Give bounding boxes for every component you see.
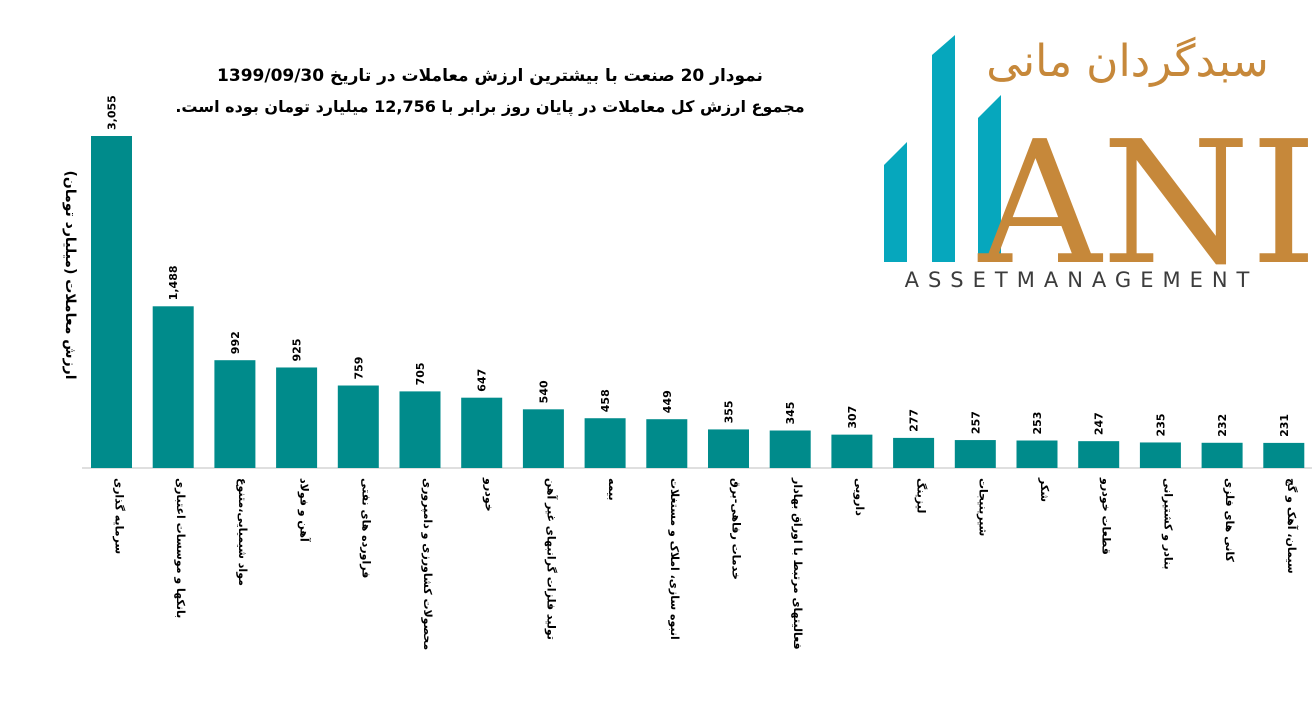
logo-bars: ANI (884, 35, 1314, 300)
category-label: فراورده های نفتی (359, 478, 372, 578)
data-label: 355 (723, 400, 736, 423)
data-label: 1,488 (167, 265, 180, 300)
bar (152, 306, 194, 468)
bar (831, 434, 873, 468)
category-label: سرمایه گذاری (113, 478, 126, 554)
bar (91, 136, 132, 468)
data-label: 992 (229, 331, 242, 354)
data-label: 247 (1093, 412, 1106, 435)
data-label: 231 (1278, 414, 1291, 437)
y-axis-label: ارزش معاملات (میلیارد تومان) (62, 170, 78, 379)
bar (1139, 442, 1181, 468)
bar (708, 429, 749, 468)
data-label: 458 (599, 389, 612, 412)
category-label: دارویی (853, 478, 866, 516)
category-label: کانی های فلزی (1223, 478, 1236, 563)
category-label: بنادر و کشتیرانی (1161, 478, 1174, 570)
category-label: آهن و فولاد (298, 478, 312, 542)
category-label: فعالیتهای مرتبط با اوراق بهادار (791, 477, 804, 650)
data-label: 759 (352, 357, 365, 380)
category-label: انبوه سازی، املاک و مستغلات (668, 478, 681, 640)
bar (584, 418, 626, 468)
category-label: بیمه (606, 478, 619, 501)
category-label: لیزینگ (915, 478, 929, 513)
data-label: 540 (537, 380, 550, 403)
category-label: خدمات رفاهی-برق (730, 478, 743, 580)
chart-title-line2: مجموع ارزش کل معاملات در پایان روز برابر… (175, 97, 805, 116)
category-label: بانکها و موسسات اعتباری (174, 478, 187, 618)
data-label: 307 (846, 406, 859, 429)
category-label: شکر (1038, 477, 1051, 502)
logo-tagline: ASSETMANAGEMENT (904, 268, 1259, 292)
data-label: 449 (661, 390, 674, 413)
bar (522, 409, 564, 468)
logo-bar-2 (932, 35, 955, 262)
logo-latin-text: ANI (978, 105, 1314, 300)
bar (1078, 441, 1120, 468)
bar (893, 437, 935, 468)
data-label: 705 (414, 362, 427, 385)
bar (399, 391, 441, 468)
category-label: تولید فلزات گرانبهای غیر آهن (544, 478, 558, 640)
category-label: خودرو (483, 477, 496, 512)
data-label: 925 (291, 339, 304, 362)
bar (1263, 442, 1305, 468)
chart-title-line1: نمودار 20 صنعت با بیشترین ارزش معاملات د… (217, 66, 763, 86)
data-label: 277 (908, 409, 921, 432)
category-label: قطعات خودرو (1100, 477, 1113, 555)
data-label: 3,055 (106, 95, 119, 130)
data-label: 235 (1154, 413, 1167, 436)
category-label: شیرینیجات (976, 478, 989, 536)
bar (954, 440, 996, 468)
bar (337, 385, 379, 468)
bar (769, 430, 811, 468)
category-label: مواد شیمیایی،متنوع (236, 478, 249, 586)
logo-bar-3 (978, 95, 1001, 262)
data-label: 257 (969, 411, 982, 434)
logo-bar-1 (884, 142, 907, 262)
bar (214, 360, 256, 468)
bar (461, 397, 503, 468)
data-label: 647 (476, 369, 489, 392)
data-label: 232 (1216, 414, 1229, 437)
bar (646, 419, 688, 468)
logo-persian-text: سبدگردان مانی (986, 36, 1269, 87)
category-label: محصولات کشاورزی و دامپروری (421, 478, 434, 650)
bar (1016, 440, 1058, 468)
bar (276, 367, 318, 468)
bar (1201, 442, 1243, 468)
data-label: 253 (1031, 412, 1044, 435)
category-label: سیمان، آهک و گچ (1285, 478, 1299, 574)
data-label: 345 (784, 402, 797, 425)
